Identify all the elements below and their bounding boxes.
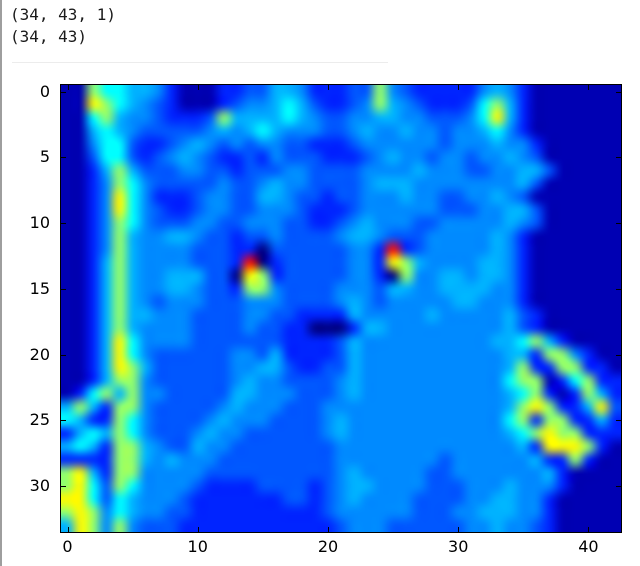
x-tick-mark xyxy=(588,85,590,90)
y-tick-mark xyxy=(616,354,621,356)
y-tick-mark xyxy=(616,223,621,224)
y-axis-tick-label: 0 xyxy=(39,81,50,101)
y-tick-mark xyxy=(61,157,66,159)
y-axis-tick-label: 10 xyxy=(29,213,50,232)
y-axis-tick-label: 25 xyxy=(29,410,50,430)
shape-tuple-line-1: (34, 43, 1) xyxy=(10,5,116,24)
console-output: (34, 43, 1) (34, 43) xyxy=(10,4,116,48)
output-gutter-border xyxy=(0,0,2,566)
x-axis-tick-label: 40 xyxy=(578,537,599,556)
y-tick-mark xyxy=(61,354,66,356)
matplotlib-figure xyxy=(60,84,622,533)
y-tick-mark xyxy=(61,223,66,224)
x-tick-mark xyxy=(588,527,590,532)
x-tick-mark xyxy=(67,527,69,532)
cell-separator-line xyxy=(12,62,388,63)
y-tick-mark xyxy=(616,157,621,159)
y-tick-mark xyxy=(616,486,621,487)
y-tick-mark xyxy=(616,420,621,422)
x-tick-mark xyxy=(328,85,329,90)
x-tick-mark xyxy=(197,527,199,532)
heatmap-image xyxy=(61,85,621,532)
x-axis-tick-label: 0 xyxy=(62,537,73,556)
y-axis-tick-label: 30 xyxy=(29,476,50,495)
x-tick-mark xyxy=(67,85,69,90)
shape-tuple-line-2: (34, 43) xyxy=(10,27,88,46)
y-tick-mark xyxy=(616,288,621,290)
y-tick-mark xyxy=(61,288,66,290)
x-tick-mark xyxy=(458,85,460,90)
y-tick-mark xyxy=(61,486,66,487)
y-axis-tick-label: 20 xyxy=(29,344,50,364)
x-axis-tick-label: 20 xyxy=(317,537,339,556)
y-axis-tick-label: 15 xyxy=(29,278,50,298)
y-tick-mark xyxy=(616,91,621,93)
y-tick-mark xyxy=(61,91,66,93)
x-tick-mark xyxy=(458,527,460,532)
y-axis-tick-label: 5 xyxy=(39,147,50,167)
x-tick-mark xyxy=(197,85,199,90)
x-tick-mark xyxy=(328,527,329,532)
x-axis-tick-label: 30 xyxy=(448,537,469,556)
y-tick-mark xyxy=(61,420,66,422)
x-axis-tick-label: 10 xyxy=(187,537,208,556)
